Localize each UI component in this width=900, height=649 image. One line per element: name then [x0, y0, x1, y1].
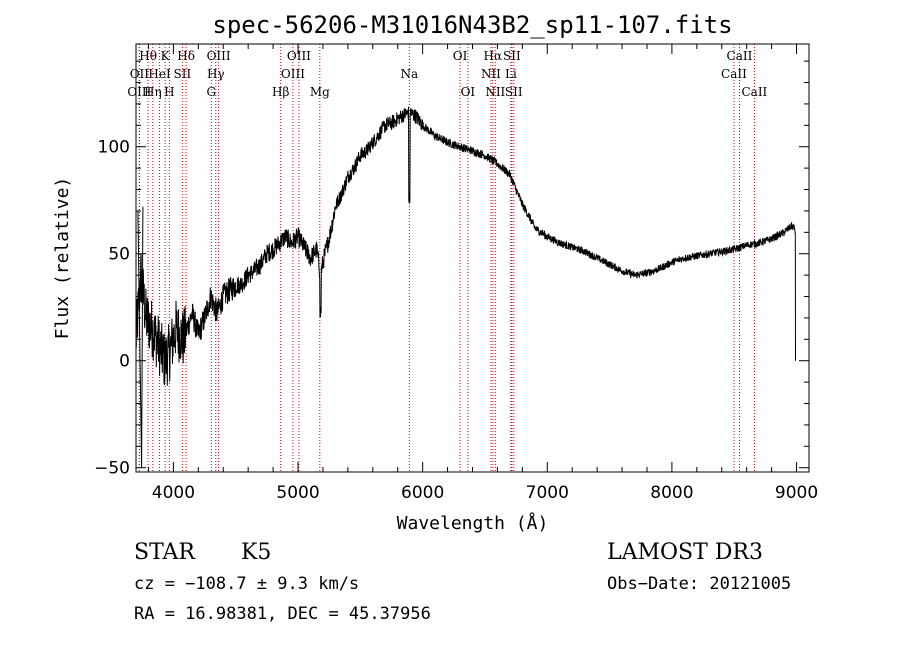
line-marker-label: K	[161, 49, 171, 63]
line-marker-label: SII	[503, 49, 521, 63]
line-marker-label: OI	[461, 85, 476, 99]
line-marker-label: OI	[453, 49, 468, 63]
line-marker-label: Hη	[144, 85, 162, 99]
plot-frame	[135, 43, 810, 473]
x-tick-label: 5000	[276, 483, 319, 503]
line-marker-label: SII	[174, 67, 192, 81]
line-marker-label: CaII	[721, 67, 747, 81]
y-tick-label: 50	[108, 245, 130, 265]
line-marker-label: NII	[481, 67, 501, 81]
x-axis-label: Wavelength (Å)	[397, 512, 549, 534]
line-marker-label: Na	[400, 67, 418, 81]
line-marker-label: CaII	[727, 49, 753, 63]
sky-coordinates: RA = 16.98381, DEC = 45.37956	[134, 604, 431, 624]
y-tick-label: −50	[94, 459, 130, 479]
observation-date: Obs−Date: 20121005	[607, 574, 792, 594]
survey-name: LAMOST DR3	[607, 540, 763, 565]
line-marker-label: OIII	[127, 85, 151, 99]
y-tick-label: 0	[119, 352, 130, 372]
line-marker-label: HeI	[148, 67, 171, 81]
line-marker-label: NII	[485, 85, 505, 99]
x-tick-label: 6000	[401, 483, 444, 503]
line-marker-label: Hγ	[207, 67, 225, 81]
spectrum-line	[135, 106, 796, 386]
line-marker-label: Mg	[310, 85, 330, 99]
spectrum-blue-spike	[137, 206, 144, 468]
line-marker-label: Li	[505, 67, 517, 81]
x-tick-label: 7000	[526, 483, 569, 503]
object-subclass: K5	[241, 540, 272, 565]
chart-title: spec-56206-M31016N43B2_sp11-107.fits	[212, 11, 732, 39]
y-axis-label: Flux (relative)	[52, 177, 73, 340]
line-marker-label: CaII	[741, 85, 767, 99]
line-marker-label: G	[206, 85, 216, 99]
x-tick-label: 4000	[152, 483, 195, 503]
line-marker-label: Hβ	[272, 85, 289, 99]
line-marker-label: OIII	[287, 49, 311, 63]
x-tick-label: 9000	[775, 483, 818, 503]
line-marker-label: SII	[505, 85, 523, 99]
line-marker-label: OIII	[207, 49, 231, 63]
line-marker-label: Hθ	[139, 49, 157, 63]
line-marker-label: Hα	[484, 49, 503, 63]
line-marker-label: Hδ	[177, 49, 195, 63]
line-marker-label: OII	[130, 67, 150, 81]
x-tick-label: 8000	[650, 483, 693, 503]
object-class: STAR	[134, 540, 195, 565]
y-tick-label: 100	[98, 138, 130, 158]
line-marker-label: OIII	[281, 67, 305, 81]
line-marker-label: H	[164, 85, 174, 99]
redshift-velocity: cz = −108.7 ± 9.3 km/s	[134, 574, 360, 594]
